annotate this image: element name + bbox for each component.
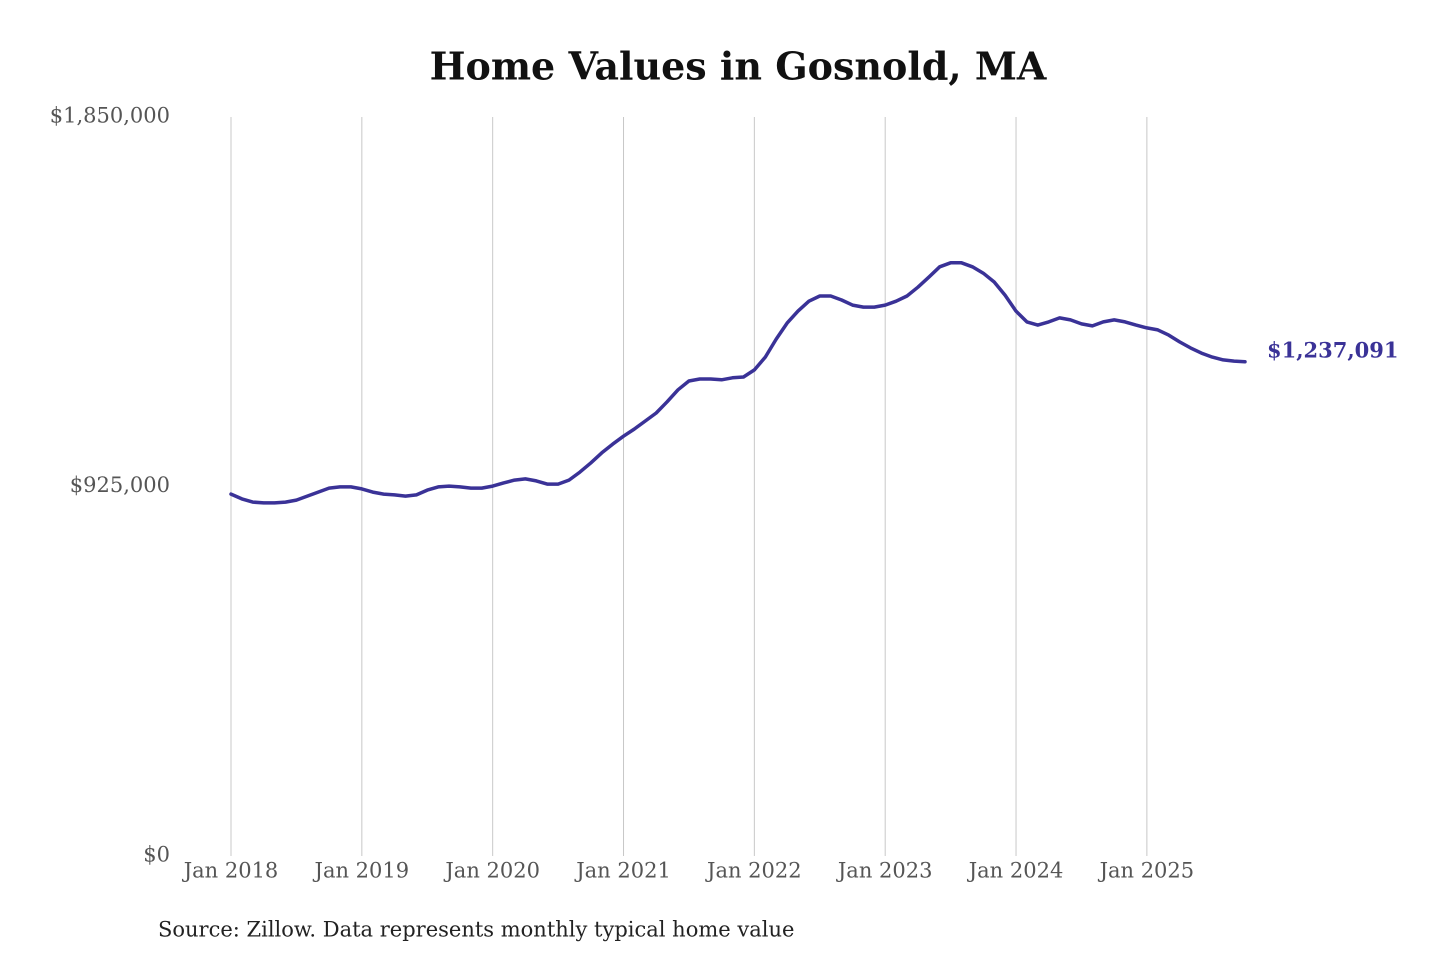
x-tick-label: Jan 2023	[836, 859, 933, 883]
chart-title: Home Values in Gosnold, MA	[430, 44, 1047, 89]
y-tick-label: $925,000	[70, 473, 170, 497]
x-tick-label: Jan 2024	[967, 859, 1064, 883]
x-tick-label: Jan 2019	[313, 859, 410, 883]
x-tick-label: Jan 2022	[705, 859, 802, 883]
y-tick-label: $0	[143, 843, 170, 867]
x-tick-label: Jan 2021	[574, 859, 671, 883]
x-tick-label: Jan 2020	[443, 859, 540, 883]
x-tick-label: Jan 2025	[1098, 859, 1195, 883]
value-label: $1,237,091	[1267, 337, 1399, 362]
line	[229, 261, 1247, 505]
source-note: Source: Zillow. Data represents monthly …	[158, 918, 794, 942]
y-tick-label: $1,850,000	[50, 104, 170, 128]
x-tick-label: Jan 2018	[182, 859, 279, 883]
